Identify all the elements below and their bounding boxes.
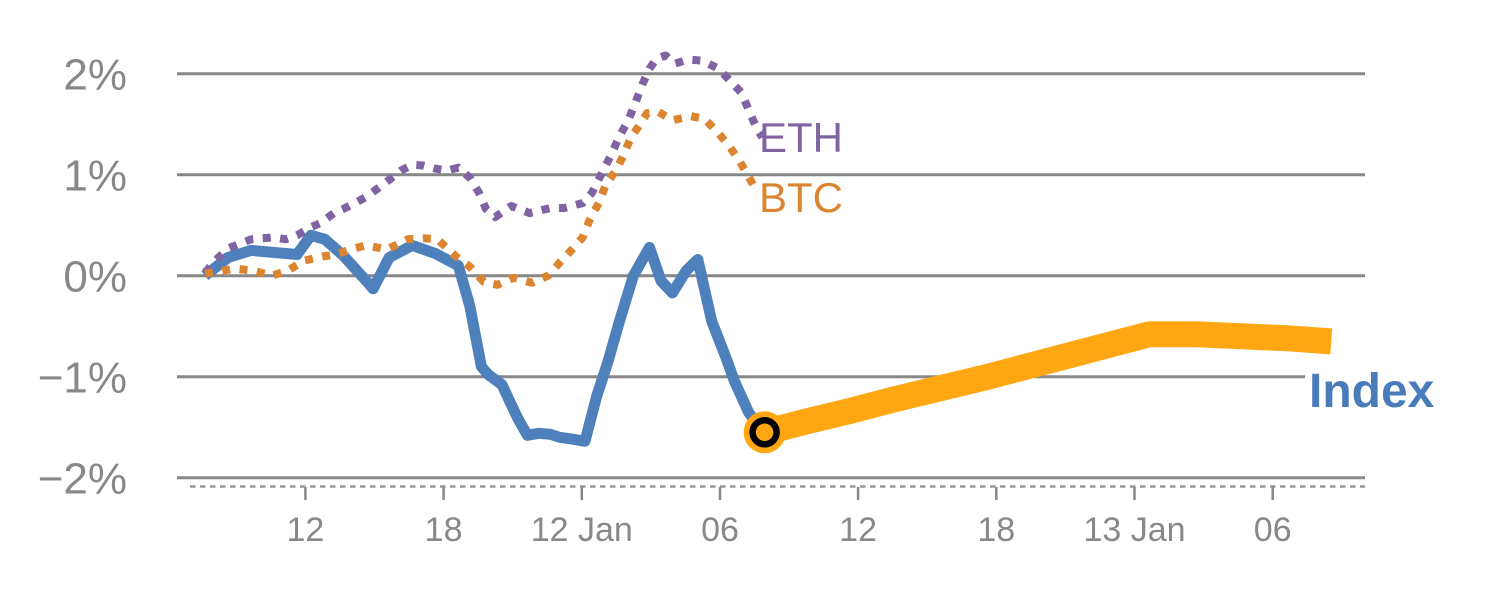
- btc-series-label: BTC: [759, 174, 843, 221]
- y-tick-label: −1%: [38, 354, 127, 403]
- y-tick-label: 2%: [63, 51, 127, 100]
- forecast-start-marker-ring: [749, 417, 780, 448]
- index-series-label: Index: [1305, 366, 1445, 420]
- x-tick-label: 12 Jan: [531, 511, 633, 549]
- x-tick-label: 18: [977, 511, 1015, 549]
- btc-series-line: [204, 108, 761, 289]
- index-forecast-series-line: [761, 321, 1333, 445]
- x-tick-label: 12: [839, 511, 877, 549]
- x-tick-label: 18: [425, 511, 463, 549]
- x-tick-label: 12: [286, 511, 324, 549]
- y-tick-label: 0%: [63, 253, 127, 302]
- eth-series-label: ETH: [759, 114, 843, 161]
- x-tick-label: 06: [701, 511, 739, 549]
- x-tick-label: 13 Jan: [1083, 511, 1185, 549]
- x-tick-label: 06: [1254, 511, 1292, 549]
- eth-series-line: [201, 51, 766, 276]
- y-tick-label: 1%: [63, 152, 127, 201]
- y-tick-label: −2%: [38, 455, 127, 504]
